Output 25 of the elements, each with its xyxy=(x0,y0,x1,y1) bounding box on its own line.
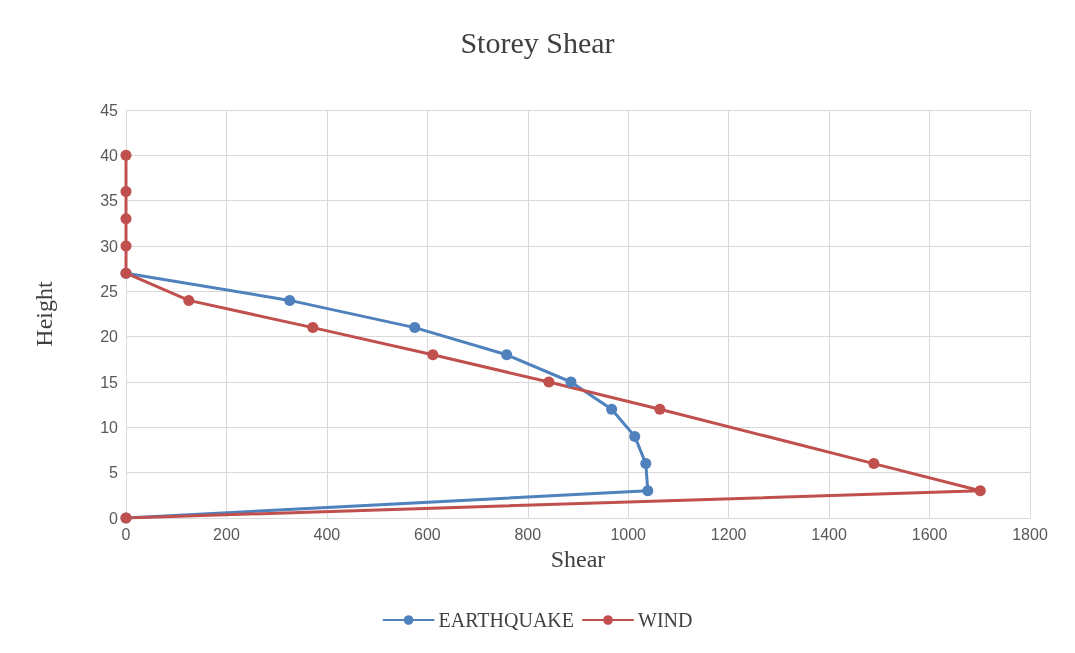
x-tick-label: 1600 xyxy=(911,525,948,543)
y-tick-label: 0 xyxy=(109,509,119,527)
y-tick-label: 35 xyxy=(100,192,119,210)
x-tick-label: 0 xyxy=(121,525,131,543)
y-tick-label: 30 xyxy=(100,237,119,255)
legend-label: WIND xyxy=(638,609,693,631)
x-tick-label: 1800 xyxy=(1012,525,1048,543)
y-tick-label: 40 xyxy=(100,146,119,164)
y-axis-title: Height xyxy=(31,281,57,347)
y-tick-label: 5 xyxy=(109,464,119,482)
chart-title: Storey Shear xyxy=(460,25,615,59)
y-tick-label: 25 xyxy=(100,282,119,300)
y-tick-label: 20 xyxy=(100,328,119,346)
legend-label: EARTHQUAKE xyxy=(438,609,575,631)
y-tick-label: 45 xyxy=(100,101,119,119)
y-tick-label: 10 xyxy=(100,418,119,436)
y-tick-label: 15 xyxy=(100,373,119,391)
x-tick-label: 600 xyxy=(413,525,441,543)
x-tick-label: 800 xyxy=(514,525,542,543)
x-axis-title: Shear xyxy=(550,545,606,572)
x-tick-label: 1400 xyxy=(811,525,848,543)
x-tick-label: 400 xyxy=(313,525,341,543)
x-tick-label: 1200 xyxy=(710,525,747,543)
x-tick-label: 1000 xyxy=(610,525,647,543)
x-tick-label: 200 xyxy=(213,525,240,543)
